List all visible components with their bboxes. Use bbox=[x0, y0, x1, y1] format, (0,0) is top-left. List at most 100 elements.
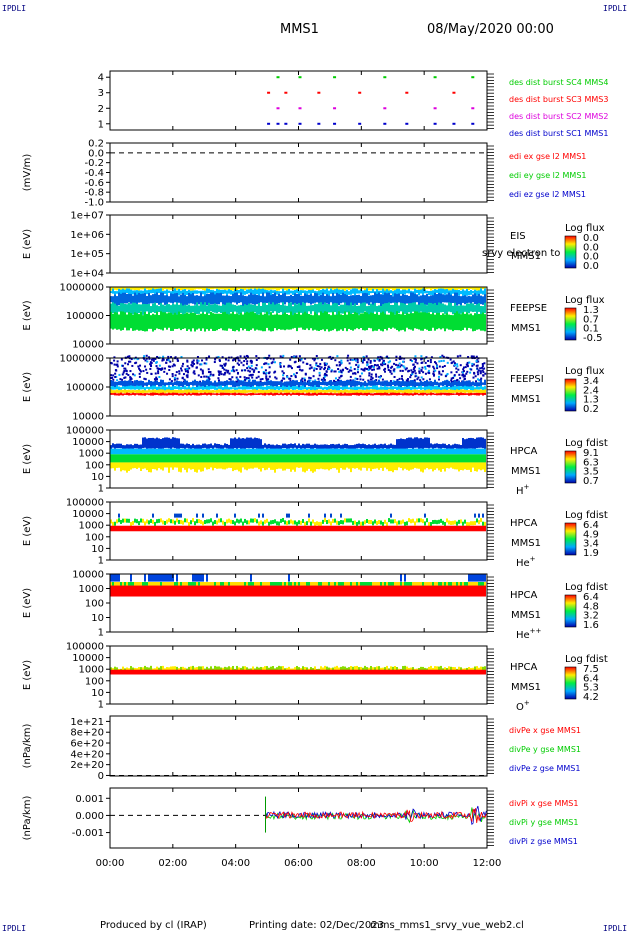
hpca-h-cyan bbox=[146, 448, 148, 455]
feepsi-speckle bbox=[441, 365, 444, 368]
hpca-hepp-yellow bbox=[250, 582, 252, 586]
feepsi-cyan bbox=[380, 386, 382, 391]
hpca-o-yellow bbox=[482, 666, 484, 671]
feepse-green bbox=[470, 313, 472, 329]
hpca-h-cyan bbox=[210, 448, 212, 455]
y-tick-label: 3 bbox=[98, 88, 104, 99]
feepsi-speckle bbox=[309, 379, 312, 382]
hpca-hepp-red bbox=[228, 585, 230, 597]
corner-tag-bl: IPDLI bbox=[2, 924, 27, 933]
hpca-he-green bbox=[466, 522, 468, 527]
hpca-o-yellow bbox=[110, 667, 112, 672]
feepsi-blue bbox=[328, 381, 330, 386]
hpca-he-speck bbox=[478, 513, 480, 518]
hpca-h-cyan bbox=[166, 448, 168, 455]
hpca-hepp-yellow bbox=[152, 582, 154, 586]
feepsi-cyan bbox=[464, 385, 466, 390]
feepsi-yellow bbox=[132, 389, 134, 394]
hpca-h-blue bbox=[110, 445, 112, 450]
feepsi-blue bbox=[274, 381, 276, 387]
hpca-o-red bbox=[218, 669, 220, 675]
feepsi-speckle bbox=[369, 360, 372, 363]
y-tick-label: -0.4 bbox=[84, 168, 104, 179]
feepsi-speckle bbox=[304, 372, 307, 375]
hpca-he-green bbox=[412, 518, 414, 523]
hpca-he-green bbox=[408, 518, 410, 523]
feepse-yellow bbox=[226, 287, 228, 290]
hpca-o-yellow bbox=[392, 666, 394, 671]
feepse-cyan bbox=[182, 305, 184, 316]
burst-mark bbox=[298, 76, 302, 79]
hpca-hepp-yellow bbox=[432, 582, 434, 586]
hpca-h-green bbox=[404, 454, 406, 463]
edi-legend-entry: edi ez gse l2 MMS1 bbox=[509, 190, 586, 199]
hpca-h-blue bbox=[164, 437, 166, 448]
feepsi-speckle bbox=[442, 359, 445, 362]
feepsi-yellow bbox=[446, 389, 448, 393]
hpca-hepp-yellow bbox=[276, 582, 278, 586]
feepsi-speckle bbox=[441, 354, 444, 357]
feepsi-yellow bbox=[260, 389, 262, 394]
hpca-o-red bbox=[220, 669, 222, 675]
hpca_he-colorbar-tick: 6.4 bbox=[583, 520, 599, 531]
hpca-he-green bbox=[206, 519, 208, 524]
feepsi-speckle bbox=[167, 359, 170, 362]
hpca-he-red bbox=[440, 525, 442, 532]
feepse-cyan bbox=[198, 305, 200, 314]
feepsi-red bbox=[474, 393, 476, 396]
feepsi-cyan bbox=[386, 386, 388, 391]
hpca-o-yellow bbox=[278, 665, 280, 670]
hpca-hepp-red bbox=[176, 585, 178, 597]
hpca-h-yellow bbox=[320, 462, 322, 469]
hpca-he-red bbox=[418, 525, 420, 532]
feepsi-cyan bbox=[232, 387, 234, 389]
hpca-h-cyan bbox=[124, 448, 126, 455]
feepsi-yellow bbox=[194, 389, 196, 394]
feepsi-red bbox=[218, 393, 220, 395]
hpca-hepp-red bbox=[112, 585, 114, 597]
hpca-he-red bbox=[294, 525, 296, 532]
hpca-h-green bbox=[152, 454, 154, 463]
feepsi-speckle bbox=[255, 358, 258, 361]
hpca-o-red bbox=[480, 669, 482, 675]
hpca-h-blue bbox=[172, 437, 174, 448]
feepsi-speckle bbox=[462, 373, 465, 376]
feepsi-red bbox=[280, 392, 282, 395]
feepsi-speckle bbox=[296, 365, 299, 368]
hpca-he-red bbox=[290, 525, 292, 532]
feepsi-yellow bbox=[348, 390, 350, 393]
hpca-h-blue bbox=[290, 443, 292, 448]
feepsi-yellow bbox=[314, 390, 316, 393]
feepsi-speckle bbox=[376, 358, 379, 361]
hpca-h-yellow bbox=[364, 462, 366, 468]
feepsi-speckle bbox=[337, 379, 340, 382]
hpca-h-green bbox=[210, 454, 212, 463]
feepsi-red bbox=[360, 392, 362, 396]
feepsi-speckle bbox=[356, 368, 359, 371]
feepsi-speckle bbox=[348, 369, 351, 372]
hpca-he-red bbox=[322, 525, 324, 532]
feepse-green bbox=[338, 311, 340, 331]
hpca-h-yellow bbox=[152, 462, 154, 469]
feepse-cyan bbox=[456, 306, 458, 316]
feepsi-speckle bbox=[270, 362, 273, 365]
feepsi-yellow bbox=[140, 390, 142, 394]
feepse-green bbox=[350, 313, 352, 330]
feepsi-speckle bbox=[255, 376, 258, 379]
hpca-o-yellow bbox=[376, 666, 378, 671]
hpca-he-red bbox=[434, 525, 436, 532]
feepsi-speckle bbox=[438, 360, 441, 363]
hpca-hepp-yellow bbox=[484, 582, 486, 586]
feepsi-yellow bbox=[368, 389, 370, 393]
feepse-blue bbox=[136, 294, 138, 305]
hpca-h-cyan bbox=[390, 448, 392, 455]
feepse-yellow bbox=[244, 287, 246, 291]
feepsi-speckle bbox=[414, 355, 417, 358]
hpca-h-cyan bbox=[442, 448, 444, 455]
hpca-h-green bbox=[448, 454, 450, 463]
hpca-he-green bbox=[186, 518, 188, 523]
feepsi-blue bbox=[480, 379, 482, 388]
hpca_hepp-spacecraft-label: MMS1 bbox=[511, 610, 541, 621]
feepse-yellow bbox=[204, 287, 206, 291]
hpca-o-red bbox=[226, 669, 228, 675]
